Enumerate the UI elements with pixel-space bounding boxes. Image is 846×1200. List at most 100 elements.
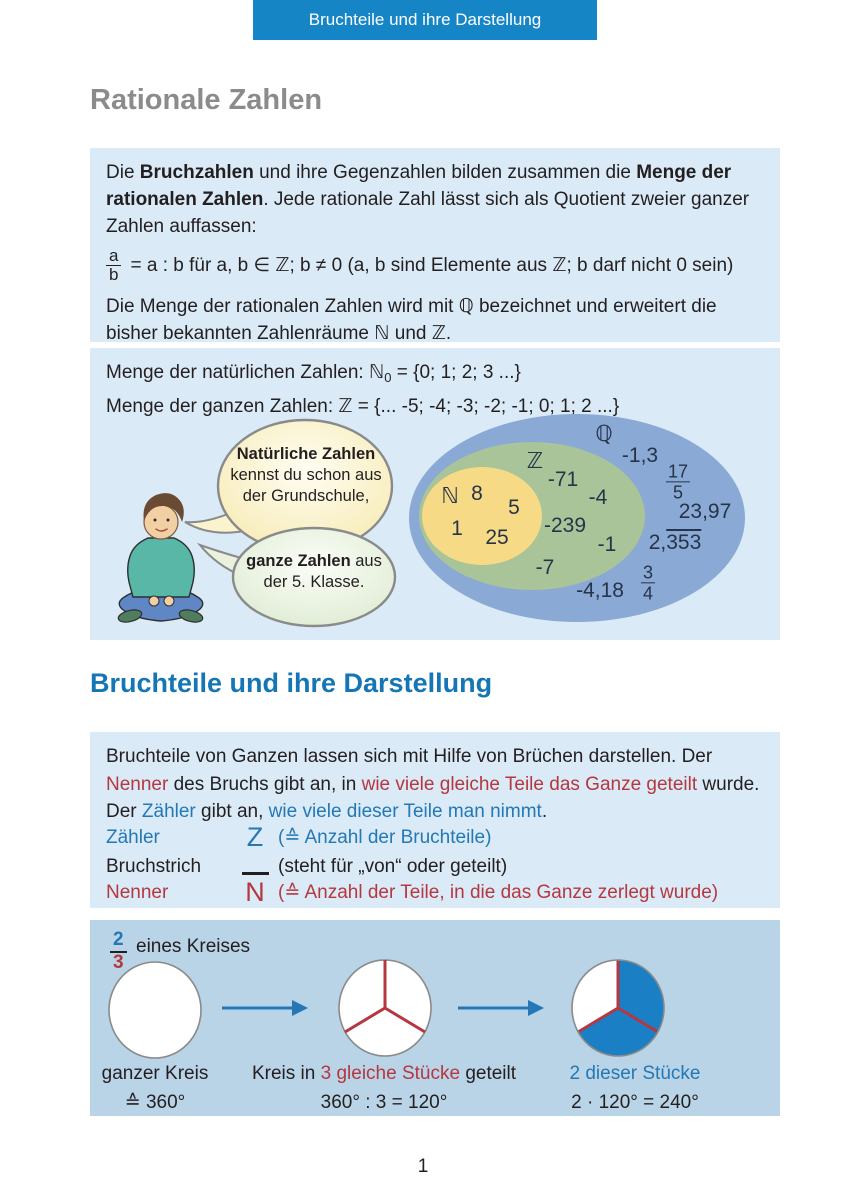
legend-row-nenner: Nenner N (≙ Anzahl der Teile, in die das… — [106, 877, 718, 908]
fraction-denominator: 4 — [642, 583, 654, 604]
fraction-numerator: 17 — [665, 461, 691, 483]
divider-line — [344, 1006, 386, 1034]
legend-row-zaehler: Zähler Z (≙ Anzahl der Bruchteile) — [106, 822, 491, 853]
legend-symbol-Z: Z — [246, 822, 264, 852]
venn-number-repeating: 2,353 — [649, 531, 702, 555]
legend-label: Zähler — [106, 826, 160, 848]
text-run: Menge der natürlichen Zahlen: ℕ — [106, 362, 385, 383]
venn-number: -239 — [543, 514, 587, 537]
page-number: 1 — [417, 1156, 429, 1177]
fraction-bar — [241, 872, 269, 875]
legend-desc: (≙ Anzahl der Bruchteile) — [278, 827, 492, 848]
boy-eye — [166, 518, 170, 522]
term-nenner: Nenner — [106, 773, 169, 795]
speech-bubble-body — [231, 526, 397, 628]
repeating-digits: 353 — [666, 531, 702, 554]
venn-number: 5 — [508, 496, 520, 519]
bold-term: ganze Zahlen — [246, 552, 351, 570]
venn-number: 23,97 — [678, 500, 732, 523]
divider-line — [617, 1006, 659, 1034]
arrow-right-icon — [222, 1000, 308, 1016]
fraction-explanation-paragraph: Bruchteile von Ganzen lassen sich mit Hi… — [106, 743, 764, 826]
venn-number: 1 — [451, 517, 463, 540]
caption-divided-circle: Kreis in 3 gleiche Stücke geteilt 360° :… — [252, 1059, 516, 1117]
text-run: Kreis in — [251, 1063, 321, 1084]
natural-numbers-line: Menge der natürlichen Zahlen: ℕ0 = {0; 1… — [106, 358, 764, 392]
bubble-integers-text: ganze Zahlen aus der 5. Klasse. — [240, 551, 388, 593]
text-run: aus der 5. Klasse. — [263, 552, 382, 591]
text-run: gibt an, — [195, 801, 269, 822]
text-run: des Bruchs gibt an, in — [168, 773, 362, 795]
text-run: Die — [106, 162, 140, 183]
text-run: . — [541, 801, 548, 822]
bold-term-bruchzahlen: Bruchzahlen — [139, 162, 254, 183]
term-zaehler: Zähler — [141, 801, 196, 822]
chapter-banner-title: Bruchteile und ihre Darstellung — [308, 10, 542, 29]
boy-smile — [155, 528, 168, 532]
legend-desc: (steht für „von“ oder geteilt) — [278, 855, 508, 877]
text-run: Bruchteile von Ganzen lassen sich mit Hi… — [106, 746, 713, 767]
fraction-numerator: a — [106, 246, 122, 267]
subscript-zero: 0 — [384, 370, 392, 385]
definition-box: Die Bruchzahlen und ihre Gegenzahlen bil… — [90, 148, 780, 344]
venn-number: 8 — [471, 482, 483, 505]
venn-number: -7 — [535, 556, 555, 579]
venn-number: -71 — [547, 468, 579, 491]
venn-number: -1 — [597, 533, 617, 556]
bold-term: Natürliche Zahlen — [236, 445, 376, 463]
venn-fraction-17-5: 17 5 — [665, 461, 691, 503]
venn-natural-ellipse — [422, 467, 542, 565]
venn-label-Q: ℚ — [595, 421, 613, 446]
venn-label-N: ℕ — [441, 483, 459, 508]
boy-hair — [143, 493, 184, 522]
legend-row-bruchstrich: Bruchstrich (steht für „von“ oder geteil… — [106, 851, 507, 882]
red-phrase: wie viele gleiche Teile das Ganze geteil… — [361, 773, 698, 795]
fraction-numerator: 3 — [640, 562, 656, 584]
text-run: 2, — [648, 531, 667, 554]
venn-number: 25 — [485, 526, 509, 549]
caption-line: 2 · 120° = 240° — [571, 1092, 699, 1113]
fraction-explanation-box: Bruchteile von Ganzen lassen sich mit Hi… — [90, 732, 780, 908]
divider-line — [577, 1006, 619, 1034]
text-run: wurde. Der — [106, 773, 760, 823]
section-title: Bruchteile und ihre Darstellung — [90, 668, 493, 698]
bubble-natural-text: Natürliche Zahlen kennst du schon aus de… — [223, 444, 389, 507]
speech-bubble-natural — [184, 418, 394, 554]
sets-box: Menge der natürlichen Zahlen: ℕ0 = {0; 1… — [90, 348, 780, 640]
text-run: = {0; 1; 2; 3 ...} — [391, 362, 521, 383]
definition-note: Die Menge der rationalen Zahlen wird mit… — [106, 295, 717, 344]
illustration-graphics — [117, 414, 745, 628]
text-run: und ihre Gegenzahlen bilden zusammen die — [253, 162, 637, 183]
venn-number: -4,18 — [576, 579, 624, 602]
legend-symbol-N: N — [245, 877, 265, 907]
boy-shoe — [117, 609, 143, 623]
formula-body: = a : b für a, b ∈ ℤ; b ≠ 0 (a, b sind E… — [130, 255, 734, 277]
number-sets-illustration: Natürliche Zahlen kennst du schon aus de… — [90, 410, 780, 640]
divider-line — [384, 1006, 426, 1034]
red-phrase: 3 gleiche Stücke — [320, 1063, 461, 1084]
circle-outline — [571, 959, 665, 1057]
circle-demo-graphics — [108, 959, 665, 1059]
caption-line: 2 dieser Stücke — [569, 1063, 701, 1084]
venn-number: -4 — [588, 486, 608, 509]
caption-whole-circle: ganzer Kreis ≙ 360° — [102, 1059, 209, 1117]
boy-hand — [148, 595, 160, 607]
blue-phrase: wie viele dieser Teile man nimmt — [268, 801, 542, 822]
fraction-bar-symbol — [232, 851, 278, 882]
bold-term-menge: Menge der rationalen Zahlen — [106, 162, 732, 210]
boy-hand — [163, 595, 175, 607]
text-run: . Jede rationale Zahl lässt sich als Quo… — [106, 189, 750, 237]
fraction-denominator: 5 — [672, 482, 683, 503]
integer-numbers-line: Menge der ganzen Zahlen: ℤ = {... -5; -4… — [106, 396, 620, 417]
caption-line: ganzer Kreis — [101, 1063, 209, 1084]
arrow-right-icon — [458, 1000, 544, 1016]
divided-circle — [338, 959, 432, 1057]
text-run: geteilt — [460, 1063, 517, 1084]
boy-shoe — [178, 609, 204, 623]
boy-shirt — [127, 537, 195, 598]
